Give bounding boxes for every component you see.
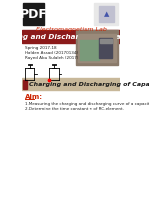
Text: Electromagnetism Lab: Electromagnetism Lab [36,27,107,31]
Text: 1.Measuring the charging and discharging curve of a capacitor.: 1.Measuring the charging and discharging… [25,102,149,106]
Text: PDF: PDF [20,8,48,21]
Bar [99,6,114,22]
Bar [94,3,118,25]
Bar [23,80,27,89]
Bar [22,78,120,90]
Text: Spring 2017-18: Spring 2017-18 [25,46,56,50]
Text: Halden Assad (201701348): Halden Assad (201701348) [25,51,80,55]
Bar [22,30,120,43]
Bar [99,38,112,58]
Bar [76,30,118,65]
Text: Charging and Discharging of Capacitor: Charging and Discharging of Capacitor [28,82,149,87]
Bar [100,39,112,43]
Text: Aim:: Aim: [25,94,43,100]
Text: Rayed Abu Sulaleh (201701871): Rayed Abu Sulaleh (201701871) [25,56,91,60]
Bar [78,34,116,62]
Text: ▲: ▲ [104,11,109,17]
Text: Charging and Discharging of Capacitor: Charging and Discharging of Capacitor [0,33,149,40]
Bar [80,40,99,60]
Bar [23,3,44,25]
Text: 2.Determine the time constant τ of RC-element.: 2.Determine the time constant τ of RC-el… [25,107,124,111]
